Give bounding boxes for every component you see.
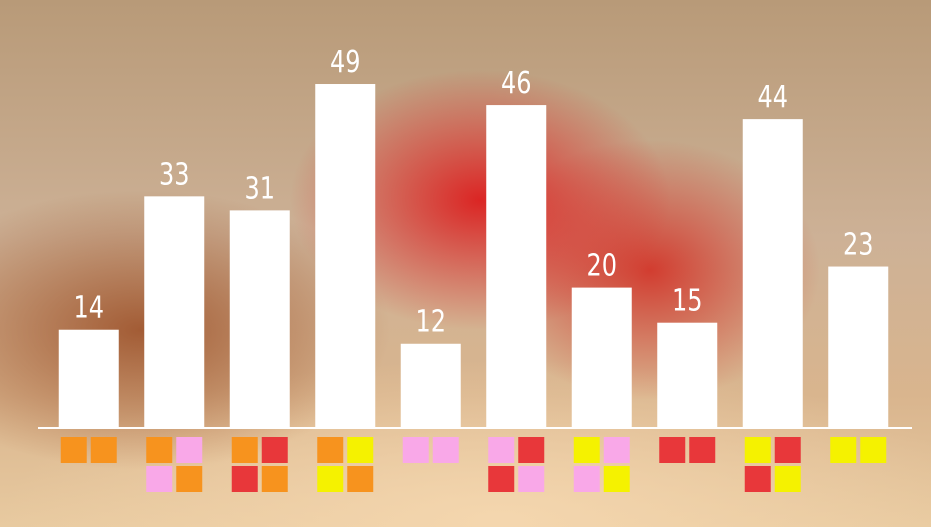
bar <box>828 266 889 428</box>
category-swatch <box>603 437 630 463</box>
category-swatch <box>261 437 288 463</box>
bar <box>144 196 205 428</box>
category-swatch <box>573 437 600 463</box>
category-swatch <box>90 437 117 463</box>
bar <box>315 84 376 429</box>
category-swatch <box>176 437 203 463</box>
category-swatch <box>402 437 429 463</box>
category-swatch <box>659 437 686 463</box>
category-swatch <box>146 437 173 463</box>
category-swatch <box>146 466 173 492</box>
value-label: 14 <box>73 291 104 325</box>
category-swatch <box>231 466 258 492</box>
bar <box>742 119 803 429</box>
category-swatch <box>261 466 288 492</box>
value-label: 12 <box>415 305 446 339</box>
value-label: 46 <box>501 67 532 101</box>
value-label: 20 <box>586 249 617 283</box>
bar <box>58 329 119 428</box>
category-swatch <box>774 466 801 492</box>
value-label: 23 <box>843 228 874 262</box>
category-swatch <box>744 466 771 492</box>
category-swatch <box>432 437 459 463</box>
category-swatch <box>176 466 203 492</box>
category-swatch <box>603 466 630 492</box>
bar <box>229 210 290 428</box>
category-swatch <box>347 466 374 492</box>
bar <box>657 322 718 428</box>
category-swatch <box>60 437 87 463</box>
bar <box>400 343 461 428</box>
category-swatch <box>347 437 374 463</box>
category-swatch <box>744 437 771 463</box>
value-label: 15 <box>672 284 703 318</box>
category-swatch <box>488 466 515 492</box>
bar <box>486 105 547 428</box>
category-swatch <box>573 466 600 492</box>
value-label: 31 <box>244 172 275 206</box>
category-swatch <box>518 466 545 492</box>
category-swatch <box>317 466 344 492</box>
category-swatch <box>830 437 857 463</box>
category-swatch <box>860 437 887 463</box>
category-swatch <box>689 437 716 463</box>
value-label: 33 <box>159 158 190 192</box>
value-label: 49 <box>330 46 361 80</box>
category-swatch <box>488 437 515 463</box>
category-swatch <box>774 437 801 463</box>
category-swatch <box>317 437 344 463</box>
category-swatch <box>231 437 258 463</box>
bar <box>571 287 632 428</box>
value-label: 44 <box>757 81 788 115</box>
category-swatch <box>518 437 545 463</box>
